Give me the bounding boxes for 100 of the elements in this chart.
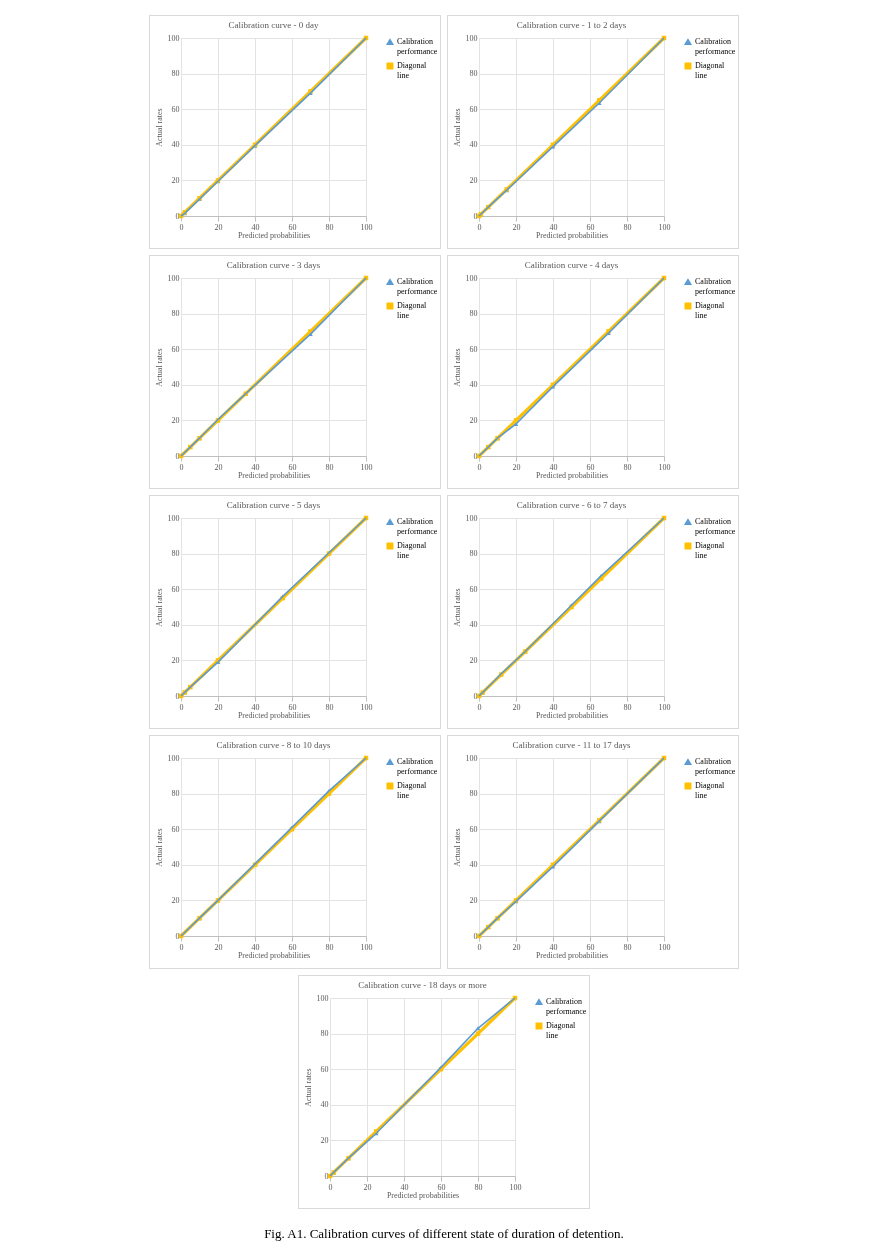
y-tick-label: 0 [473, 931, 478, 941]
x-tick-label: 100 [658, 222, 671, 232]
x-axis-title: Predicted probabilities [535, 710, 609, 720]
x-axis-title: Predicted probabilities [237, 230, 311, 240]
x-tick-label: 60 [437, 1182, 446, 1192]
x-tick-label: 100 [360, 222, 373, 232]
y-tick-label: 20 [469, 895, 478, 905]
y-tick-label: 80 [469, 309, 478, 319]
x-axis-title: Predicted probabilities [535, 950, 609, 960]
y-tick-label: 0 [175, 451, 180, 461]
x-tick-label: 100 [658, 702, 671, 712]
y-tick-label: 80 [171, 309, 180, 319]
y-tick-label: 0 [175, 211, 180, 221]
x-tick-label: 80 [623, 702, 632, 712]
y-tick-label: 20 [469, 415, 478, 425]
y-tick-label: 80 [171, 69, 180, 79]
x-tick-label: 20 [363, 1182, 372, 1192]
chart-title: Calibration curve - 3 days [226, 260, 321, 270]
chart-title: Calibration curve - 11 to 17 days [512, 740, 632, 750]
caption: Fig. A1. Calibration curves of different state of duration of detention. [263, 1226, 625, 1242]
legend-label: Diagonal line [695, 541, 726, 560]
legend-label: Diagonal line [397, 541, 428, 560]
y-tick-label: 60 [469, 584, 478, 594]
y-axis-title: Actual rates [154, 108, 164, 147]
y-tick-label: 60 [469, 344, 478, 354]
y-tick-label: 60 [320, 1064, 329, 1074]
y-tick-label: 60 [171, 584, 180, 594]
y-tick-label: 80 [469, 69, 478, 79]
legend-label: Calibration performance [397, 757, 438, 776]
chart-title: Calibration curve - 18 days or more [358, 980, 487, 990]
x-axis-title: Predicted probabilities [386, 1190, 460, 1200]
y-tick-label: 40 [469, 620, 478, 630]
y-tick-label: 0 [175, 691, 180, 701]
x-tick-label: 20 [512, 222, 521, 232]
y-axis-title: Actual rates [452, 348, 462, 387]
x-tick-label: 40 [549, 702, 558, 712]
x-tick-label: 40 [549, 942, 558, 952]
chart-title: Calibration curve - 1 to 2 days [516, 20, 627, 30]
x-tick-label: 60 [288, 462, 297, 472]
x-tick-label: 100 [658, 942, 671, 952]
y-tick-label: 20 [171, 655, 180, 665]
chart-title: Calibration curve - 4 days [524, 260, 619, 270]
x-tick-label: 60 [586, 462, 595, 472]
y-tick-label: 0 [473, 691, 478, 701]
y-tick-label: 40 [171, 620, 180, 630]
y-tick-label: 40 [320, 1100, 329, 1110]
y-tick-label: 20 [171, 895, 180, 905]
y-tick-label: 60 [469, 824, 478, 834]
y-axis-title: Actual rates [303, 1068, 313, 1107]
legend-label: Diagonal line [546, 1021, 577, 1040]
x-axis-title: Predicted probabilities [237, 470, 311, 480]
y-tick-label: 100 [465, 513, 478, 523]
y-tick-label: 80 [171, 789, 180, 799]
y-tick-label: 100 [167, 273, 180, 283]
x-tick-label: 60 [288, 222, 297, 232]
chart-title: Calibration curve - 5 days [226, 500, 321, 510]
legend-label: Calibration performance [695, 37, 736, 56]
y-tick-label: 40 [171, 140, 180, 150]
y-tick-label: 80 [469, 789, 478, 799]
y-tick-label: 40 [171, 860, 180, 870]
y-tick-label: 20 [171, 415, 180, 425]
y-tick-label: 0 [175, 931, 180, 941]
chart-title: Calibration curve - 6 to 7 days [516, 500, 627, 510]
y-axis-title: Actual rates [154, 828, 164, 867]
x-tick-label: 80 [623, 222, 632, 232]
x-tick-label: 20 [214, 462, 223, 472]
x-axis-title: Predicted probabilities [535, 230, 609, 240]
y-tick-label: 100 [465, 273, 478, 283]
y-axis-title: Actual rates [452, 108, 462, 147]
y-axis-title: Actual rates [452, 588, 462, 627]
y-tick-label: 0 [473, 451, 478, 461]
x-tick-label: 20 [214, 702, 223, 712]
y-tick-label: 60 [171, 344, 180, 354]
x-tick-label: 20 [214, 222, 223, 232]
y-tick-label: 0 [473, 211, 478, 221]
x-tick-label: 60 [586, 702, 595, 712]
x-tick-label: 100 [360, 702, 373, 712]
y-tick-label: 100 [167, 513, 180, 523]
y-tick-label: 40 [469, 140, 478, 150]
x-axis-title: Predicted probabilities [535, 470, 609, 480]
x-tick-label: 40 [549, 222, 558, 232]
x-tick-label: 100 [509, 1182, 522, 1192]
x-tick-label: 60 [586, 942, 595, 952]
x-axis-title: Predicted probabilities [237, 710, 311, 720]
legend-label: Diagonal line [397, 781, 428, 800]
y-tick-label: 20 [469, 175, 478, 185]
chart-title: Calibration curve - 0 day [228, 20, 319, 30]
x-tick-label: 100 [360, 462, 373, 472]
x-tick-label: 20 [512, 462, 521, 472]
y-axis-title: Actual rates [154, 348, 164, 387]
x-tick-label: 40 [549, 462, 558, 472]
legend-label: Diagonal line [397, 301, 428, 320]
legend-label: Calibration performance [695, 517, 736, 536]
legend-label: Calibration performance [397, 37, 438, 56]
x-tick-label: 20 [214, 942, 223, 952]
y-tick-label: 100 [465, 753, 478, 763]
legend-label: Diagonal line [695, 781, 726, 800]
y-tick-label: 100 [316, 993, 329, 1003]
y-tick-label: 100 [167, 753, 180, 763]
y-axis-title: Actual rates [452, 828, 462, 867]
